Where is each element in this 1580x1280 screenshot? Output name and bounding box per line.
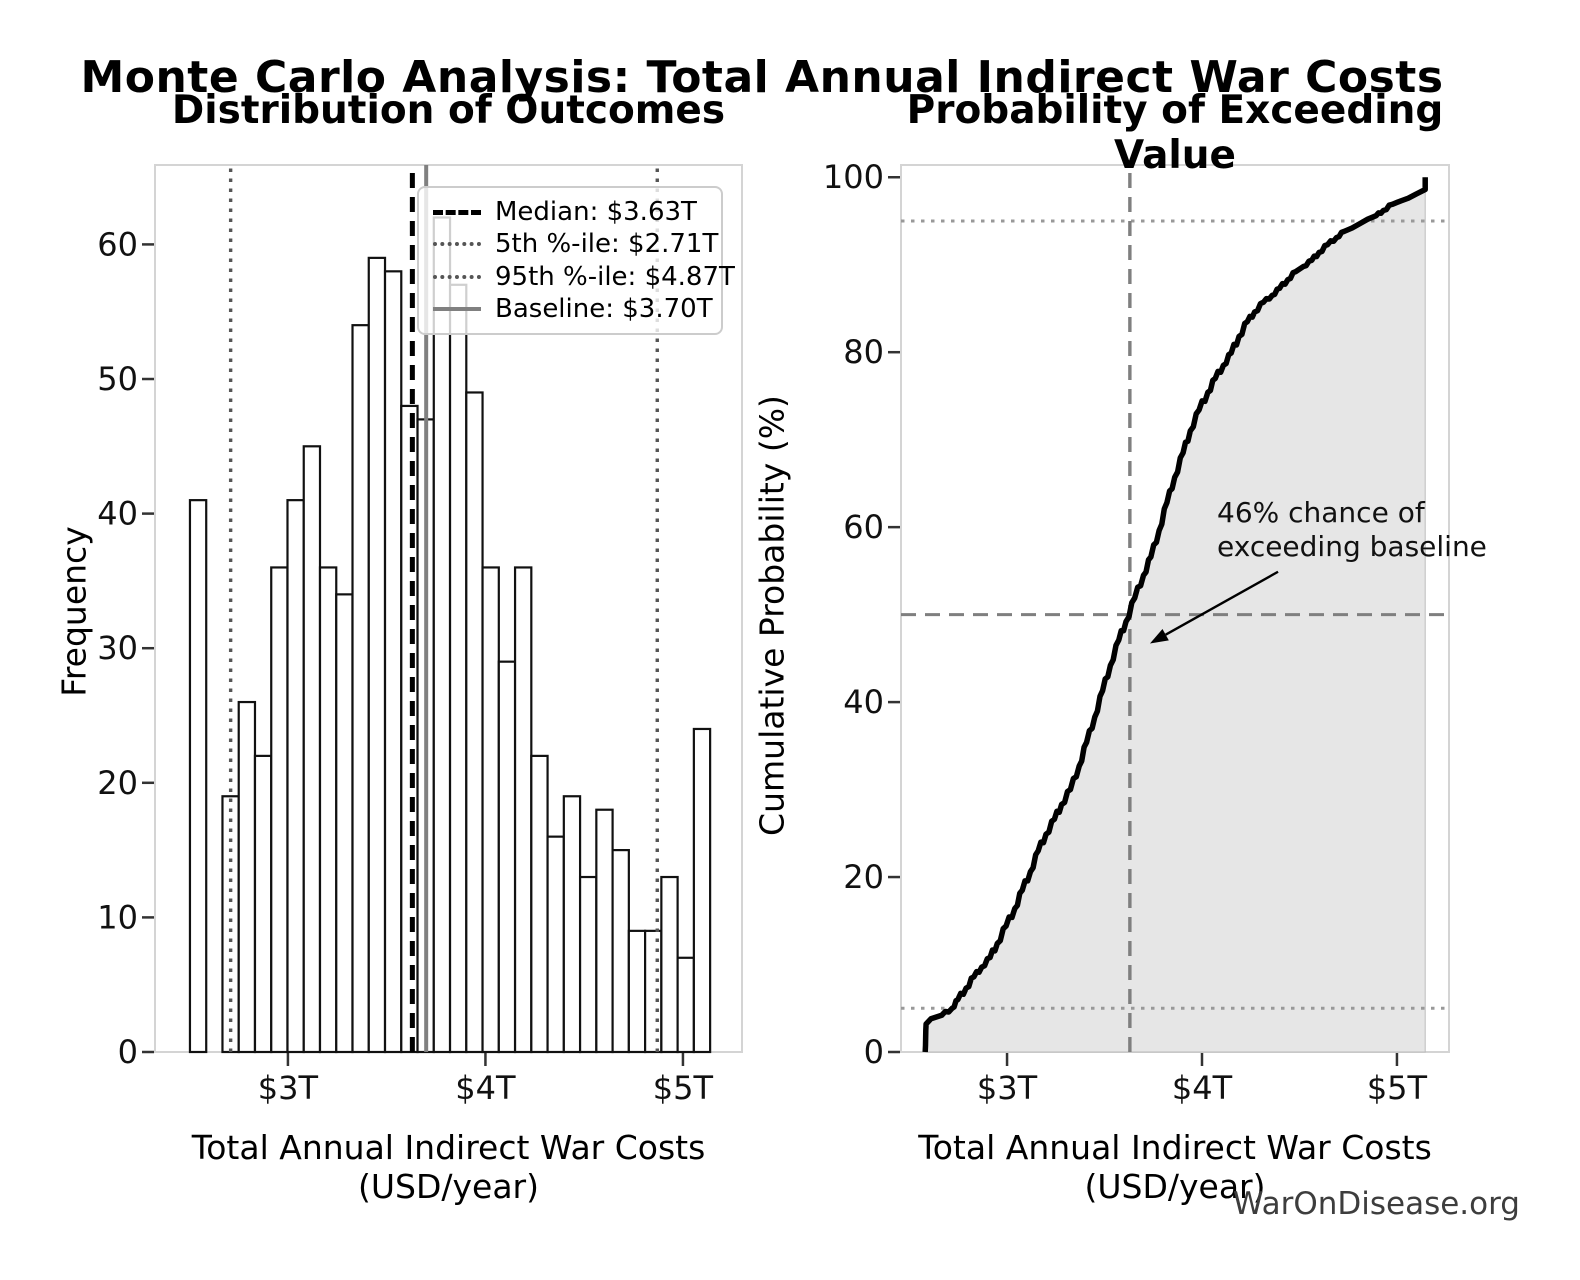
legend-item-baseline: Baseline: $3.70T — [433, 296, 713, 322]
histogram-bar — [448, 283, 468, 1054]
median-line-sample-icon — [433, 209, 481, 215]
histogram-bar — [578, 875, 598, 1054]
legend: Median: $3.63T 5th %-ile: $2.71T 95th %-… — [417, 186, 735, 335]
right-chart-title: Probability of Exceeding Value — [906, 88, 1444, 178]
histogram-bar — [660, 875, 679, 1054]
histogram-x-tick-label: $5T — [653, 1069, 714, 1107]
histogram-bar — [237, 700, 257, 1054]
histogram-bar — [253, 754, 273, 1054]
cdf-y-tick-label: 20 — [843, 858, 884, 896]
histogram-bar — [302, 445, 322, 1054]
cdf-x-tick-label: $3T — [977, 1069, 1038, 1107]
histogram-bar — [692, 727, 712, 1054]
watermark: WarOnDisease.org — [1232, 1186, 1520, 1222]
histogram-bar — [221, 795, 240, 1054]
cdf-curve — [922, 177, 1428, 1053]
annotation-line2: exceeding baseline — [1217, 530, 1487, 563]
percentile5-line-sample-icon — [433, 242, 481, 247]
histogram-bar — [367, 256, 387, 1054]
histogram-bar — [383, 270, 403, 1054]
cdf-y-tick-label: 100 — [823, 158, 884, 196]
histogram-bar — [318, 566, 338, 1054]
cdf-y-tick-label: 0 — [864, 1033, 884, 1071]
annotation-line1: 46% chance of — [1217, 496, 1425, 529]
histogram-y-tick-label: 20 — [97, 764, 138, 802]
histogram-y-tick-label: 60 — [97, 225, 138, 263]
cdf-y-tick-label: 80 — [843, 333, 884, 371]
histogram-bar — [286, 499, 305, 1054]
legend-item-5th-percentile: 5th %-ile: $2.71T — [433, 231, 718, 257]
histogram-bar — [627, 929, 647, 1054]
legend-label-median: Median: $3.63T — [495, 197, 697, 227]
legend-label-baseline: Baseline: $3.70T — [495, 293, 713, 324]
cdf-y-tick-label: 60 — [843, 508, 884, 546]
histogram-y-tick-label: 30 — [97, 629, 138, 667]
left-chart-title: Distribution of Outcomes — [171, 88, 726, 133]
left-x-axis-label: Total Annual Indirect War Costs (USD/yea… — [191, 1128, 706, 1206]
histogram-bar — [351, 324, 370, 1054]
histogram-bar — [676, 956, 695, 1054]
histogram-x-tick-label: $4T — [455, 1069, 516, 1107]
histogram-bar — [546, 835, 565, 1054]
histogram-bar — [595, 808, 614, 1054]
histogram-x-tick-label: $3T — [258, 1069, 319, 1107]
annotation-arrow-shaft — [1165, 570, 1279, 636]
histogram-bar — [270, 566, 289, 1054]
baseline-line-sample-icon — [433, 306, 481, 311]
histogram-bar — [188, 499, 208, 1054]
histogram-bar — [400, 404, 419, 1054]
annotation-exceed-baseline: 46% chance of exceeding baseline — [1217, 496, 1487, 564]
histogram-bar — [513, 566, 533, 1054]
left-y-axis-label: Frequency — [54, 526, 94, 697]
legend-label-5th-percentile: 5th %-ile: $2.71T — [495, 229, 719, 260]
histogram-bar — [465, 391, 484, 1054]
legend-item-median: Median: $3.63T — [433, 199, 707, 225]
histogram-bar — [611, 849, 630, 1054]
percentile95-line-sample-icon — [433, 274, 481, 279]
annotation-arrow-head-icon — [1149, 629, 1169, 644]
histogram-y-tick-label: 10 — [97, 898, 138, 936]
cdf-x-tick-label: $4T — [1172, 1069, 1233, 1107]
right-x-axis-label: Total Annual Indirect War Costs (USD/yea… — [918, 1128, 1432, 1206]
histogram-bar — [562, 795, 582, 1054]
main-title: Monte Carlo Analysis: Total Annual Indir… — [80, 52, 1444, 103]
right-y-axis-label: Cumulative Probability (%) — [752, 395, 792, 836]
cdf-x-tick-label: $5T — [1367, 1069, 1428, 1107]
histogram-y-tick-label: 50 — [97, 360, 138, 398]
histogram-y-tick-label: 40 — [97, 495, 138, 533]
histogram-y-tick-label: 0 — [118, 1033, 138, 1071]
histogram-bar — [481, 566, 500, 1054]
histogram-bar — [497, 660, 517, 1054]
cdf-y-tick-label: 40 — [843, 683, 884, 721]
legend-label-95th-percentile: 95th %-ile: $4.87T — [495, 261, 735, 292]
histogram-bar — [432, 216, 452, 1054]
histogram-bar — [335, 593, 354, 1054]
histogram-bar — [530, 754, 549, 1054]
legend-item-95th-percentile: 95th %-ile: $4.87T — [433, 264, 735, 290]
